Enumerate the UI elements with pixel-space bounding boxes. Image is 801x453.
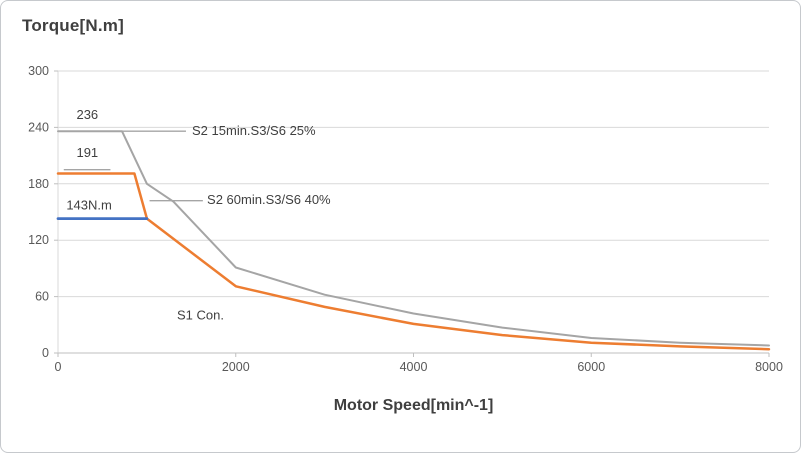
label-s2-60min: S2 60min.S3/S6 40% [207, 192, 331, 207]
chart-title: Torque[N.m] [22, 16, 124, 35]
series-s2-60min [56, 172, 771, 351]
y-tick-label: 300 [28, 64, 49, 78]
x-tick-label: 4000 [400, 360, 428, 374]
label-s2-15min: S2 15min.S3/S6 25% [192, 123, 316, 138]
y-tick-label: 60 [35, 290, 49, 304]
label-143: 143N.m [66, 197, 112, 212]
x-tick-label: 0 [55, 360, 62, 374]
series-s2-15min [57, 130, 770, 347]
label-191: 191 [76, 145, 98, 160]
y-tick-label: 240 [28, 120, 49, 134]
x-tick-label: 2000 [222, 360, 250, 374]
x-tick-label: 6000 [577, 360, 605, 374]
x-axis-title: Motor Speed[min^-1] [333, 397, 494, 414]
y-tick-label: 120 [28, 233, 49, 247]
label-s1-con: S1 Con. [177, 307, 224, 322]
y-tick-label: 180 [28, 177, 49, 191]
x-tick-label: 8000 [755, 360, 783, 374]
y-tick-label: 0 [42, 346, 49, 360]
label-236: 236 [76, 107, 98, 122]
